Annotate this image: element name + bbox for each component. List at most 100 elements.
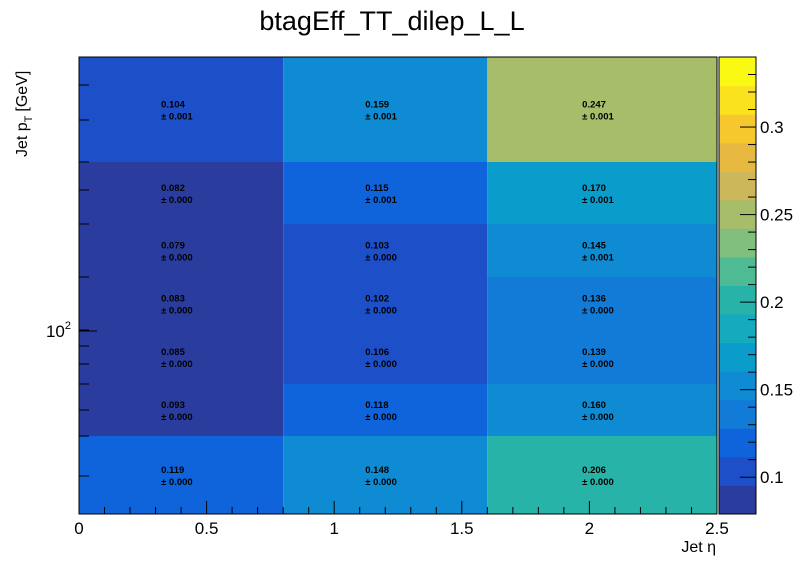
cell-error-label: ± 0.001 <box>365 112 397 123</box>
cell-value-label: 0.085 <box>161 347 185 358</box>
heatmap-cell <box>79 436 284 514</box>
cell-value-label: 0.170 <box>582 183 606 194</box>
heatmap-cell <box>79 330 284 384</box>
cell-error-label: ± 0.000 <box>582 306 614 317</box>
heatmap-cell <box>283 384 488 436</box>
color-scale-band <box>719 256 756 286</box>
x-tick-label: 0 <box>74 519 83 538</box>
color-scale-band <box>719 171 756 201</box>
x-axis: 0 0.5 1 1.5 2 2.5 <box>74 501 729 538</box>
y-axis-label-sub: T <box>23 115 35 122</box>
color-scale-tick-label: 0.3 <box>760 118 784 137</box>
cell-error-label: ± 0.001 <box>582 112 614 123</box>
color-scale-tick-label: 0.15 <box>760 381 793 400</box>
cell-error-label: ± 0.000 <box>161 306 193 317</box>
cell-value-label: 0.104 <box>161 100 185 111</box>
cell-value-label: 0.118 <box>365 400 388 411</box>
color-scale-band <box>719 456 756 486</box>
color-scale-band <box>719 399 756 429</box>
cell-error-label: ± 0.001 <box>161 112 193 123</box>
heatmap-cell <box>487 384 717 436</box>
cell-value-label: 0.148 <box>365 465 389 476</box>
heatmap-cell <box>487 224 717 277</box>
cell-value-label: 0.093 <box>161 400 185 411</box>
chart-title: btagEff_TT_dilep_L_L <box>259 6 524 36</box>
y-axis-label-unit: [GeV] <box>14 71 31 112</box>
color-scale-tick-label: 0.25 <box>760 206 793 225</box>
cell-error-label: ± 0.000 <box>365 253 397 264</box>
cell-error-label: ± 0.000 <box>161 477 193 488</box>
heatmap-cell <box>487 277 717 330</box>
cell-value-label: 0.159 <box>365 100 389 111</box>
cell-value-label: 0.102 <box>365 294 389 305</box>
y-axis: 102 <box>46 84 97 515</box>
heatmap-cell <box>79 224 284 277</box>
x-tick-label: 1 <box>329 519 338 538</box>
y-axis-label-main: Jet p <box>14 122 31 157</box>
heatmap-cell <box>283 57 488 162</box>
heatmap-cell <box>283 277 488 330</box>
cell-value-label: 0.247 <box>582 100 606 111</box>
cell-error-label: ± 0.000 <box>365 359 397 370</box>
cell-error-label: ± 0.001 <box>365 195 397 206</box>
color-scale-band <box>719 285 756 315</box>
svg-text:Jet pT[GeV]: Jet pT [GeV] <box>14 71 35 157</box>
x-tick-label: 2.5 <box>705 519 729 538</box>
color-scale-frame <box>718 56 757 515</box>
cell-error-label: ± 0.000 <box>161 195 193 206</box>
cell-value-label: 0.160 <box>582 400 606 411</box>
heatmap-cell <box>79 162 284 224</box>
x-tick-label: 1.5 <box>450 519 474 538</box>
cell-error-label: ± 0.001 <box>582 253 614 264</box>
y-tick-label: 102 <box>46 320 71 341</box>
color-scale-band <box>719 485 756 515</box>
cell-error-label: ± 0.000 <box>582 477 614 488</box>
cell-error-label: ± 0.000 <box>365 306 397 317</box>
color-scale-band <box>719 57 756 87</box>
cell-value-label: 0.145 <box>582 241 606 252</box>
cell-error-label: ± 0.000 <box>161 359 193 370</box>
heatmap-cell <box>487 330 717 384</box>
cell-error-label: ± 0.000 <box>582 412 614 423</box>
cell-error-label: ± 0.000 <box>161 412 193 423</box>
heatmap-cell <box>79 277 284 330</box>
heatmap-cell <box>283 330 488 384</box>
color-scale-band <box>719 428 756 458</box>
color-scale-tick-label: 0.1 <box>760 468 784 487</box>
cell-error-label: ± 0.000 <box>365 477 397 488</box>
cell-value-label: 0.103 <box>365 241 389 252</box>
color-scale-band <box>719 85 756 115</box>
cell-value-label: 0.136 <box>582 294 606 305</box>
color-scale-band <box>719 142 756 172</box>
cell-error-label: ± 0.000 <box>582 359 614 370</box>
cell-value-label: 0.106 <box>365 347 389 358</box>
x-tick-label: 2 <box>585 519 594 538</box>
cell-value-label: 0.119 <box>161 465 184 476</box>
plot-frame <box>78 56 718 515</box>
heatmap-cells <box>79 57 717 514</box>
cell-error-label: ± 0.001 <box>582 195 614 206</box>
heatmap-cell <box>283 162 488 224</box>
heatmap-cell <box>79 384 284 436</box>
color-scale-band <box>719 114 756 144</box>
cell-value-label: 0.079 <box>161 241 185 252</box>
cell-value-label: 0.139 <box>582 347 606 358</box>
heatmap-cell <box>283 224 488 277</box>
cell-value-label: 0.206 <box>582 465 606 476</box>
heatmap-cell <box>487 162 717 224</box>
heatmap-cell <box>487 436 717 514</box>
color-scale-band <box>719 228 756 258</box>
heatmap-cell <box>79 57 284 162</box>
color-scale-band <box>719 371 756 401</box>
heatmap-cell <box>283 436 488 514</box>
x-tick-label: 0.5 <box>195 519 219 538</box>
cell-value-label: 0.083 <box>161 294 185 305</box>
color-scale-tick-label: 0.2 <box>760 293 784 312</box>
color-scale-band <box>719 342 756 372</box>
color-scale-band <box>719 314 756 344</box>
cell-value-label: 0.115 <box>365 183 389 194</box>
heatmap-cell <box>487 57 717 162</box>
cell-error-label: ± 0.000 <box>365 412 397 423</box>
